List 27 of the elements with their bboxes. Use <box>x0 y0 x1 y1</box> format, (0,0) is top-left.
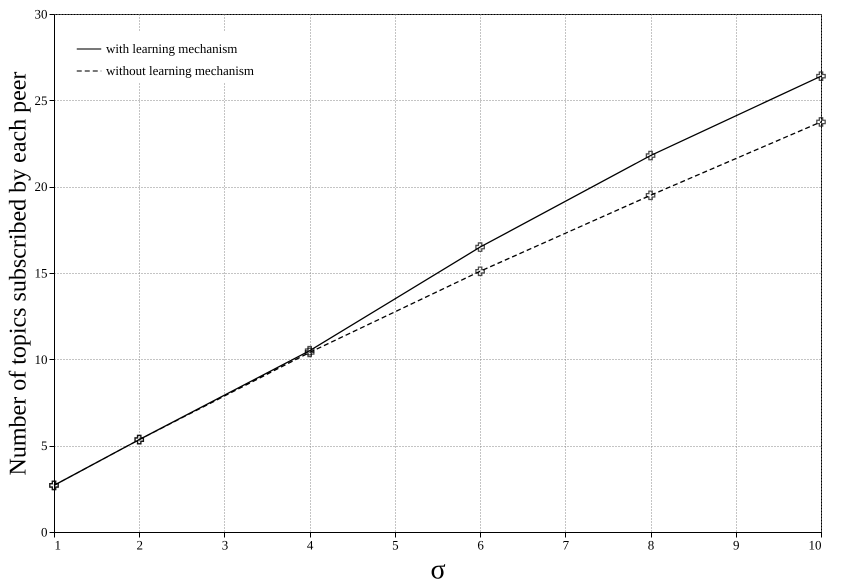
point <box>646 190 656 200</box>
point <box>475 266 485 276</box>
y-tick-label: 5 <box>41 438 48 454</box>
y-tick-label: 30 <box>34 6 48 22</box>
x-tick-label: 8 <box>648 538 654 552</box>
point <box>816 71 826 81</box>
x-tick-label: 2 <box>136 538 143 552</box>
x-tick-label: 9 <box>733 538 740 552</box>
y-tick-label: 0 <box>41 524 48 540</box>
legend-label: with learning mechanism <box>106 41 238 56</box>
x-tick-label: 6 <box>477 538 484 552</box>
y-tick-label: 10 <box>34 352 48 367</box>
y-tick-label: 20 <box>34 179 48 194</box>
x-axis-title: σ <box>430 554 446 586</box>
legend-label: without learning mechanism <box>106 63 254 78</box>
point <box>646 150 656 160</box>
x-tick-label: 5 <box>392 538 399 552</box>
point <box>475 242 485 252</box>
x-tick-label: 10 <box>808 538 822 552</box>
y-axis-title: Number of topics subscribed by each peer <box>6 72 32 476</box>
x-tick-label: 4 <box>306 538 314 552</box>
y-tick-label: 15 <box>34 266 48 280</box>
x-tick-label: 3 <box>222 538 228 552</box>
y-tick-label: 25 <box>34 92 48 108</box>
x-tick-label: 7 <box>562 538 570 552</box>
x-tick-label: 1 <box>54 538 61 552</box>
point <box>816 117 826 127</box>
